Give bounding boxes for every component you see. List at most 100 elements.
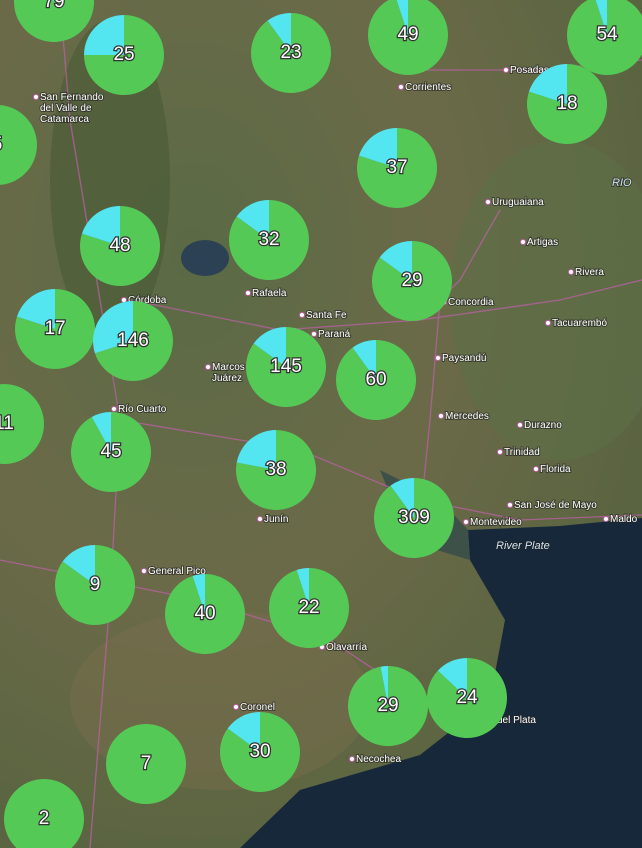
cluster[interactable]: 45 xyxy=(70,412,151,492)
cluster[interactable]: 146 xyxy=(93,301,174,381)
place-label-line: Trinidad xyxy=(504,447,540,458)
place-label-line: Junín xyxy=(264,514,288,525)
place-dot xyxy=(311,331,317,337)
pie-slice xyxy=(4,779,84,848)
place-label-line: RIO xyxy=(612,177,632,189)
cluster[interactable]: 2 xyxy=(4,779,84,848)
cluster[interactable]: 60 xyxy=(336,340,416,420)
cluster-count[interactable]: 38 xyxy=(264,458,288,482)
cluster-count[interactable]: 9 xyxy=(88,573,101,597)
cluster[interactable]: 23 xyxy=(251,13,331,93)
cluster-count[interactable]: 25 xyxy=(112,43,136,67)
pie-slice xyxy=(253,327,286,367)
place-label: Tacuarembó xyxy=(552,318,607,329)
cluster-count[interactable]: 29 xyxy=(400,269,424,293)
cluster-count[interactable]: 11 xyxy=(0,412,15,436)
cluster-count[interactable]: 17 xyxy=(43,317,67,341)
place-dot xyxy=(463,519,469,525)
place-dot xyxy=(520,239,526,245)
cluster[interactable]: 309 xyxy=(374,478,454,558)
place-dot xyxy=(257,516,263,522)
place-dot xyxy=(349,756,355,762)
pie-slice xyxy=(0,384,44,464)
cluster[interactable]: 9 xyxy=(55,545,135,625)
cluster-count[interactable]: 29 xyxy=(376,694,400,718)
cluster-count[interactable]: 32 xyxy=(257,228,281,252)
cluster-count[interactable]: 5 xyxy=(0,133,4,157)
cluster[interactable]: 22 xyxy=(269,568,349,648)
cluster[interactable]: 145 xyxy=(246,327,326,407)
cluster[interactable]: 54 xyxy=(567,0,642,75)
place-label: Río Cuarto xyxy=(118,404,167,415)
place-label-line: River Plate xyxy=(496,540,550,552)
place-label: Junín xyxy=(264,514,288,525)
place-label: Posadas xyxy=(510,65,549,76)
cluster-count[interactable]: 60 xyxy=(364,368,388,392)
place-label-line: Durazno xyxy=(524,420,562,431)
pie-slice xyxy=(352,340,376,380)
cluster[interactable]: 30 xyxy=(220,712,300,792)
place-dot xyxy=(205,364,211,370)
pie-slice xyxy=(81,206,120,246)
place-label: Mercedes xyxy=(445,411,489,422)
cluster-count[interactable]: 24 xyxy=(455,686,479,710)
pie-slice xyxy=(93,301,133,354)
pie-slice xyxy=(14,0,94,42)
cluster-count[interactable]: 54 xyxy=(595,23,619,47)
pie-slice xyxy=(15,289,96,369)
place-label-line: General Pico xyxy=(148,566,206,577)
cluster[interactable]: 24 xyxy=(427,658,507,738)
cluster[interactable]: 18 xyxy=(527,64,607,144)
place-dot xyxy=(398,84,404,90)
cluster-count[interactable]: 18 xyxy=(555,92,579,116)
place-label-line: Corrientes xyxy=(405,82,451,93)
cluster[interactable]: 29 xyxy=(348,666,428,746)
cluster-count[interactable]: 2 xyxy=(37,807,50,831)
cluster[interactable]: 5 xyxy=(0,105,37,185)
cluster-count[interactable]: 309 xyxy=(397,506,431,530)
pie-slice xyxy=(390,478,414,518)
place-label-line: Rivera xyxy=(575,267,604,278)
cluster-count[interactable]: 30 xyxy=(248,740,272,764)
place-dot xyxy=(141,568,147,574)
pie-slice xyxy=(192,574,205,614)
cluster-count[interactable]: 48 xyxy=(108,234,132,258)
place-label: Uruguaiana xyxy=(492,197,544,208)
cluster-count[interactable]: 40 xyxy=(193,602,217,626)
cluster-count[interactable]: 45 xyxy=(99,440,123,464)
cluster[interactable]: 11 xyxy=(0,384,44,464)
cluster[interactable]: 32 xyxy=(229,200,309,280)
place-label: Durazno xyxy=(524,420,562,431)
cluster[interactable]: 38 xyxy=(236,430,316,510)
pie-slice xyxy=(236,430,276,470)
cluster[interactable]: 29 xyxy=(372,241,452,321)
cluster-count[interactable]: 37 xyxy=(385,156,409,180)
place-label-line: Marcos xyxy=(212,362,245,373)
cluster-count[interactable]: 79 xyxy=(42,0,66,13)
cluster[interactable]: 79 xyxy=(14,0,94,42)
cluster[interactable]: 40 xyxy=(165,574,246,654)
cluster-count[interactable]: 22 xyxy=(297,596,321,620)
place-label: Olavarría xyxy=(326,642,368,653)
cluster[interactable]: 49 xyxy=(368,0,448,75)
place-label: Marcos Juárez xyxy=(212,362,245,384)
place-dot xyxy=(503,67,509,73)
cluster-count[interactable]: 49 xyxy=(396,23,420,47)
cluster[interactable]: 25 xyxy=(84,15,164,95)
place-label: Maldo xyxy=(610,514,638,525)
terrain xyxy=(450,140,642,460)
cluster[interactable]: 37 xyxy=(357,128,437,208)
cluster[interactable]: 17 xyxy=(15,289,96,369)
place-label: Necochea xyxy=(356,754,401,765)
cluster[interactable]: 7 xyxy=(106,724,186,804)
cluster-count[interactable]: 7 xyxy=(139,752,152,776)
cluster-count[interactable]: 23 xyxy=(279,41,303,65)
place-dot xyxy=(545,320,551,326)
cluster-count[interactable]: 145 xyxy=(269,355,303,379)
cluster[interactable]: 48 xyxy=(80,206,160,286)
place-dot xyxy=(517,422,523,428)
place-label: Santa Fe xyxy=(306,310,347,321)
pie-slice xyxy=(296,568,309,608)
place-label-line: Juárez xyxy=(212,373,242,384)
cluster-count[interactable]: 146 xyxy=(116,329,150,353)
